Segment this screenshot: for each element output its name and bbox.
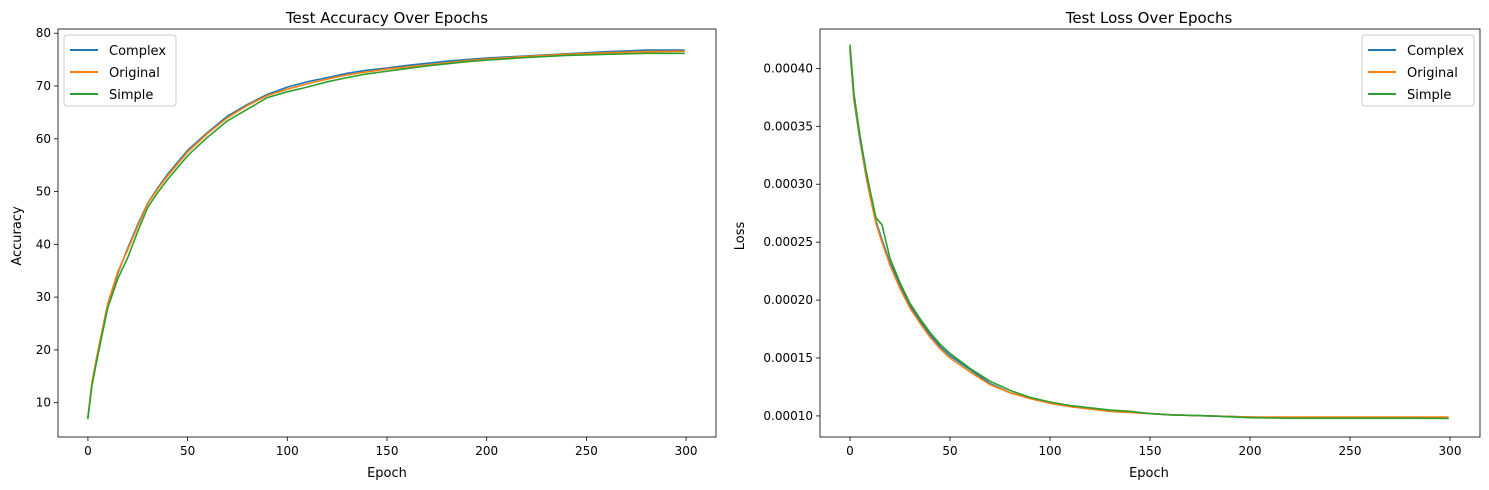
y-tick-label: 0.00040 xyxy=(763,61,813,75)
legend-label-simple: Simple xyxy=(109,88,153,103)
y-tick-label: 0.00020 xyxy=(763,293,813,307)
legend-label-original: Original xyxy=(109,66,160,81)
y-tick-label: 0.00015 xyxy=(763,351,813,365)
legend-box xyxy=(63,34,177,107)
legend: Complex Original Simple xyxy=(1361,34,1475,107)
loss-chart: Test Loss Over Epochs Epoch Loss 0 50 100 1… xyxy=(733,9,1481,481)
x-tick-label: 0 xyxy=(846,444,854,458)
y-tick-label: 0.00010 xyxy=(763,409,813,423)
y-tick-label: 0.00035 xyxy=(763,119,813,133)
x-tick-label: 100 xyxy=(1039,444,1062,458)
legend-box xyxy=(1361,34,1475,107)
x-tick-label: 250 xyxy=(575,444,598,458)
y-tick-label: 80 xyxy=(36,26,51,40)
x-tick-label: 150 xyxy=(1139,444,1162,458)
x-tick-label: 50 xyxy=(180,444,195,458)
x-tick-label: 100 xyxy=(276,444,299,458)
plot-frame xyxy=(819,28,1481,438)
y-tick-label: 10 xyxy=(36,396,51,410)
series-line-simple xyxy=(849,44,1449,420)
legend-label-simple: Simple xyxy=(1407,88,1451,103)
legend-label-complex: Complex xyxy=(1407,44,1464,59)
y-axis-label: Loss xyxy=(733,222,748,251)
x-tick-label: 200 xyxy=(475,444,498,458)
x-tick-label: 200 xyxy=(1239,444,1262,458)
y-axis-label: Accuracy xyxy=(10,206,25,266)
chart-title: Test Accuracy Over Epochs xyxy=(285,9,488,27)
y-tick-label: 40 xyxy=(36,237,51,251)
x-tick-label: 300 xyxy=(675,444,698,458)
series-lines xyxy=(87,49,685,420)
x-axis-label: Epoch xyxy=(1129,466,1169,481)
plot-frame xyxy=(57,28,717,438)
legend-label-complex: Complex xyxy=(109,44,166,59)
y-tick-label: 30 xyxy=(36,290,51,304)
x-axis-label: Epoch xyxy=(367,466,407,481)
legend: Complex Original Simple xyxy=(63,34,177,107)
x-tick-label: 250 xyxy=(1339,444,1362,458)
chart-title: Test Loss Over Epochs xyxy=(1065,9,1233,27)
accuracy-chart: Test Accuracy Over Epochs Epoch Accuracy… xyxy=(10,9,717,481)
legend-label-original: Original xyxy=(1407,66,1458,81)
y-tick-label: 20 xyxy=(36,343,51,357)
y-tick-label: 60 xyxy=(36,132,51,146)
y-tick-label: 50 xyxy=(36,185,51,199)
series-line-simple xyxy=(87,52,685,420)
y-tick-label: 70 xyxy=(36,79,51,93)
y-tick-label: 0.00030 xyxy=(763,177,813,191)
x-tick-label: 50 xyxy=(942,444,957,458)
series-line-original xyxy=(87,50,685,419)
series-lines xyxy=(849,44,1449,420)
x-tick-label: 300 xyxy=(1439,444,1462,458)
axis-ticks: 0 50 100 150 200 250 300 10 20 30 40 50 60 70 80 xyxy=(36,26,698,458)
y-tick-label: 0.00025 xyxy=(763,235,813,249)
x-tick-label: 0 xyxy=(84,444,92,458)
axis-ticks: 0 50 100 150 200 250 300 0.00010 0.00015 0.00020 0… xyxy=(763,61,1461,458)
x-tick-label: 150 xyxy=(376,444,399,458)
